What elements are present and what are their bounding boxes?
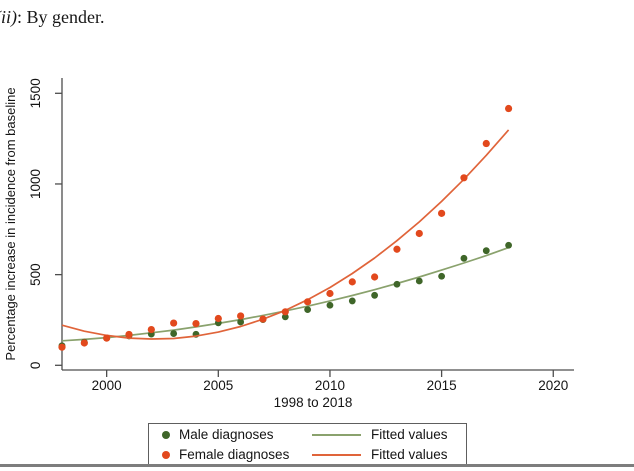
male-scatter-point [348, 297, 356, 305]
male-scatter-point [170, 330, 178, 337]
legend-row-male: Male diagnoses Fitted values [162, 425, 466, 444]
female-scatter-point [281, 308, 289, 316]
male-scatter-point [505, 241, 512, 249]
x-tick-label: 2000 [92, 378, 122, 393]
y-tick-label: 1000 [28, 169, 43, 199]
male-scatter-point [371, 291, 379, 299]
y-tick-label: 500 [28, 263, 43, 286]
figure-title: (ii): By gender. [0, 7, 105, 28]
female-scatter-point [170, 319, 178, 327]
bottom-rule [0, 464, 634, 467]
legend-box: Male diagnoses Fitted values Female diag… [148, 423, 467, 466]
female-scatter-point [348, 278, 356, 286]
x-tick-label: 2015 [427, 378, 457, 393]
figure-title-index: (ii) [0, 7, 17, 27]
x-tick-label: 2005 [203, 378, 233, 393]
female-scatter-point [393, 245, 401, 253]
y-tick-label: 0 [28, 362, 43, 370]
male-scatter-point [460, 254, 468, 262]
male-scatter-point [237, 318, 245, 326]
female-scatter-point [259, 315, 267, 323]
female-scatter-point [371, 273, 379, 281]
female-scatter-point [482, 139, 490, 148]
x-axis-title: 1998 to 2018 [274, 395, 353, 410]
figure-title-text: : By gender. [17, 7, 105, 27]
male-scatter-point [304, 306, 312, 314]
legend-row-female: Female diagnoses Fitted values [162, 445, 466, 464]
female-fitted-line-icon [312, 453, 361, 456]
male-scatter-point [482, 247, 490, 255]
female-scatter-point [460, 174, 468, 182]
female-scatter-point [58, 343, 66, 351]
female-scatter-point [214, 314, 222, 323]
female-scatter-point [80, 339, 88, 347]
female-scatter-point [326, 289, 334, 298]
female-scatter-point [103, 334, 111, 342]
legend-label-female: Female diagnoses [179, 447, 290, 462]
y-tick-label: 1500 [28, 78, 43, 108]
x-tick-label: 2010 [315, 378, 345, 393]
female-scatter-point [147, 325, 155, 334]
male-dot-icon [162, 430, 170, 439]
female-scatter-point [438, 209, 446, 217]
legend-label-male: Male diagnoses [179, 427, 274, 442]
female-dot-icon [162, 450, 170, 459]
x-tick-label: 2020 [538, 378, 568, 393]
male-fitted-curve [61, 246, 509, 342]
male-scatter-point [326, 301, 334, 309]
legend-label-female-fit: Fitted values [371, 447, 448, 462]
female-scatter-point [192, 319, 200, 328]
female-scatter-point [237, 312, 245, 320]
male-scatter-point [415, 277, 423, 285]
female-scatter-point [415, 229, 423, 238]
legend-label-male-fit: Fitted values [371, 427, 448, 442]
female-scatter-point [505, 104, 513, 113]
male-scatter-point [281, 313, 289, 321]
male-scatter-point [393, 280, 401, 288]
male-scatter-point [438, 272, 446, 280]
y-axis-title: Percentage increase in incidence from ba… [3, 87, 18, 360]
female-scatter-point [304, 298, 312, 306]
female-scatter-point [125, 330, 133, 339]
male-fitted-line-icon [312, 433, 361, 436]
female-fitted-curve [61, 129, 510, 340]
